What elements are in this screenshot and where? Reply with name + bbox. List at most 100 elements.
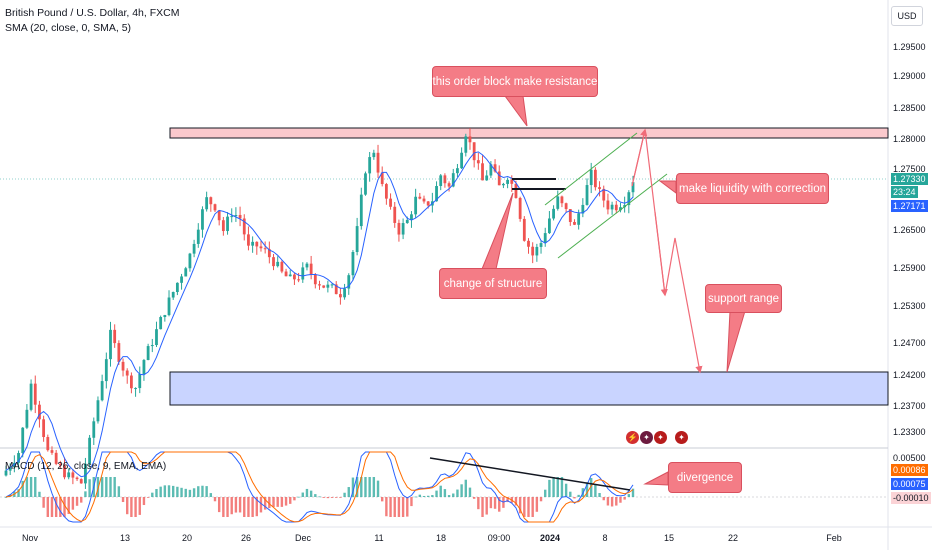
macd-histogram-bar <box>305 488 309 497</box>
candle-body <box>305 263 309 268</box>
macd-histogram <box>4 477 635 517</box>
macd-histogram-bar <box>347 487 350 497</box>
macd-histogram-bar <box>205 486 208 497</box>
time-label: 15 <box>663 533 675 543</box>
macd-histogram-bar <box>17 489 20 497</box>
candle-body <box>301 267 305 280</box>
support-callout-pointer <box>726 310 746 373</box>
macd-histogram-bar <box>134 497 137 517</box>
macd-histogram-bar <box>544 489 547 497</box>
support-callout[interactable]: support range <box>705 284 782 313</box>
macd-histogram-bar <box>339 497 342 498</box>
candle-body <box>276 261 280 267</box>
macd-histogram-bar <box>393 497 396 517</box>
macd-histogram-bar <box>385 497 388 517</box>
macd-histogram-bar <box>389 497 392 517</box>
projection-path <box>631 129 703 374</box>
currency-button[interactable]: USD <box>891 6 923 26</box>
macd-histogram-bar <box>577 494 580 497</box>
divergence-line <box>429 457 631 491</box>
macd-histogram-bar <box>222 497 225 517</box>
divergence-callout-pointer <box>643 471 669 486</box>
candle-body <box>238 214 242 219</box>
macd-histogram-bar <box>585 482 589 497</box>
macd-histogram-bar <box>410 497 413 507</box>
candle-body <box>602 188 606 201</box>
divergence-callout[interactable]: divergence <box>668 462 742 493</box>
macd-legend[interactable]: MACD (12, 26, close, 9, EMA, EMA) <box>5 461 167 472</box>
candle-body <box>42 419 46 438</box>
flag-event-icon[interactable]: ✦ <box>675 431 688 444</box>
candle-body <box>230 216 234 218</box>
candle-body <box>598 187 601 189</box>
candle-body <box>439 175 443 186</box>
candle-body <box>410 214 413 220</box>
flag-event-icon[interactable]: ✦ <box>654 431 667 444</box>
time-label: 09:00 <box>487 533 511 543</box>
macd-histogram-bar <box>435 490 438 497</box>
candle-body <box>581 204 585 214</box>
candle-body <box>58 463 62 466</box>
candle-body <box>343 288 346 298</box>
candle-body <box>593 169 597 188</box>
candle-body <box>38 404 41 420</box>
price-label: 1.27500 <box>893 164 926 174</box>
macd-histogram-bar <box>472 497 476 499</box>
candle-body <box>548 218 551 234</box>
candle-body <box>234 214 238 217</box>
macd-histogram-bar <box>63 497 66 517</box>
flag-event-icon[interactable]: ✦ <box>640 431 653 444</box>
candle-body <box>372 152 376 158</box>
macd-histogram-bar <box>29 477 33 497</box>
candle-body <box>313 274 317 285</box>
price-label: 1.24700 <box>893 338 926 348</box>
macd-histogram-bar <box>113 477 116 497</box>
resistance-zone[interactable] <box>169 127 889 139</box>
macd-histogram-bar <box>610 497 614 507</box>
structure-callout[interactable]: change of structure <box>439 268 547 299</box>
resistance-callout[interactable]: this order block make resistance <box>432 66 598 97</box>
candle-body <box>88 437 91 464</box>
indicator-legend[interactable]: SMA (20, close, 0, SMA, 5) <box>5 22 132 34</box>
macd-histogram-bar <box>623 497 626 500</box>
candle-body <box>130 375 133 389</box>
macd-histogram-bar <box>75 497 79 506</box>
lightning-event-icon[interactable]: ⚡ <box>626 431 639 444</box>
macd-histogram-bar <box>138 497 141 515</box>
macd-histogram-bar <box>594 484 597 497</box>
macd-histogram-bar <box>121 497 125 503</box>
candle-body <box>159 317 163 330</box>
candle-body <box>104 359 108 382</box>
candle-body <box>564 203 568 210</box>
macd-histogram-bar <box>213 497 217 502</box>
liquidity-callout[interactable]: make liquidity with correction <box>676 173 829 204</box>
candle-body <box>117 343 121 362</box>
candle-body <box>497 171 501 186</box>
candle-body <box>506 179 509 184</box>
macd-histogram-bar <box>590 478 593 497</box>
macd-histogram-bar <box>268 497 271 509</box>
time-label-year: 2024 <box>539 533 561 543</box>
macd-histogram-bar <box>309 490 313 497</box>
candle-body <box>485 175 489 181</box>
macd-histogram-bar <box>431 495 434 497</box>
candle-body <box>184 268 188 277</box>
candle-body <box>543 233 547 244</box>
time-label: 18 <box>435 533 447 543</box>
candle-body <box>347 275 351 289</box>
candle-body <box>192 243 196 254</box>
time-label: 8 <box>602 533 608 543</box>
macd-histogram-bar <box>238 497 242 513</box>
candle-body <box>188 253 192 269</box>
candle-body <box>585 185 589 205</box>
support-zone[interactable] <box>169 371 889 406</box>
macd-histogram-bar <box>489 497 493 509</box>
macd-histogram-bar <box>263 497 267 510</box>
macd-histogram-bar <box>126 497 129 515</box>
macd-histogram-bar <box>167 485 171 497</box>
macd-histogram-bar <box>573 497 576 499</box>
macd-histogram-bar <box>197 486 200 497</box>
macd-histogram-bar <box>527 497 530 517</box>
candle-body <box>397 222 401 235</box>
